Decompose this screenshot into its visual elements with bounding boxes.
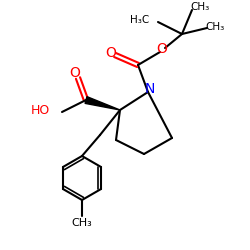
Text: O: O: [156, 42, 168, 56]
Text: CH₃: CH₃: [206, 22, 225, 32]
Text: H₃C: H₃C: [130, 15, 149, 25]
Polygon shape: [85, 97, 120, 110]
Text: O: O: [106, 46, 117, 60]
Text: N: N: [145, 82, 155, 96]
Text: CH₃: CH₃: [72, 218, 92, 228]
Text: O: O: [70, 66, 80, 80]
Text: HO: HO: [31, 104, 50, 118]
Text: CH₃: CH₃: [190, 2, 210, 12]
